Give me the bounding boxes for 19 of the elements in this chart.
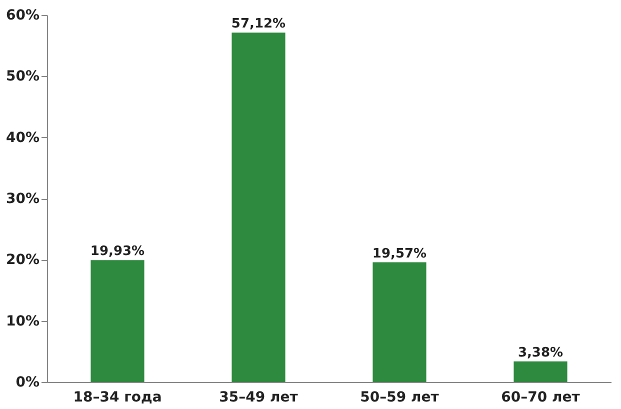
data-label: 19,93% [90, 244, 145, 260]
bar [90, 260, 144, 382]
y-tick-label: 10% [6, 313, 40, 330]
y-tick-label: 30% [6, 191, 40, 207]
y-tick-label: 50% [6, 68, 40, 85]
y-tick-label: 40% [6, 130, 40, 146]
y-tick-label: 60% [6, 8, 40, 24]
data-label: 3,38% [518, 345, 564, 360]
bar [232, 32, 286, 382]
x-tick-label: 50–59 лет [360, 390, 440, 406]
x-tick-label: 18–34 года [73, 390, 162, 406]
y-tick-label: 20% [6, 252, 40, 268]
y-tick-label: 0% [16, 374, 40, 390]
data-label: 19,57% [372, 246, 427, 262]
x-tick-label: 35–49 лет [219, 390, 299, 406]
bar [514, 361, 568, 382]
bar [372, 262, 426, 382]
x-tick-label: 60–70 лет [501, 390, 581, 406]
data-label: 57,12% [231, 16, 286, 32]
